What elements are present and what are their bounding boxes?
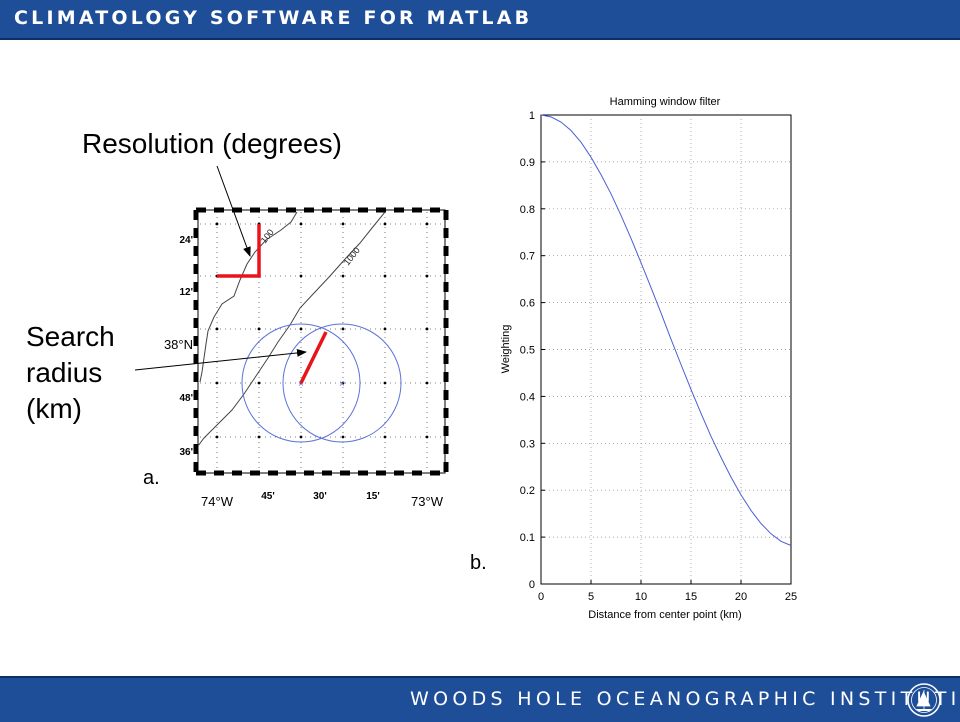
search-radius-line	[299, 331, 328, 384]
lon-label: 74°W	[201, 494, 234, 509]
grid-point	[341, 222, 345, 226]
search-radius-line1: Search	[26, 321, 115, 352]
x-tick-label: 25	[785, 591, 797, 603]
y-tick-label: 0.3	[520, 438, 535, 450]
grid-point	[257, 327, 261, 331]
grid-point	[383, 274, 387, 278]
grid-point	[341, 274, 345, 278]
y-tick-label: 0.6	[520, 298, 535, 310]
y-tick-label: 0.7	[520, 251, 535, 263]
grid-point	[257, 381, 261, 385]
footer-bar: WOODS HOLE OCEANOGRAPHIC INSTITUTION	[0, 676, 960, 722]
y-tick-label: 0	[529, 579, 535, 591]
lon-label: 15'	[366, 491, 380, 502]
resolution-annotation: Resolution (degrees)	[82, 128, 342, 159]
header-bar: CLIMATOLOGY SOFTWARE FOR MATLAB	[0, 0, 960, 40]
chart-xlabel: Distance from center point (km)	[588, 609, 741, 621]
grid-point	[425, 327, 429, 331]
grid-point	[383, 222, 387, 226]
y-tick-label: 0.5	[520, 345, 535, 357]
map-graticule	[200, 212, 444, 471]
grid-point	[425, 222, 429, 226]
lat-label: 36'	[179, 447, 193, 458]
resolution-bracket	[217, 224, 261, 278]
center-marker-right: ×	[339, 379, 345, 390]
grid-point	[341, 435, 345, 439]
grid-point	[425, 435, 429, 439]
whoi-sailboat-logo-icon	[907, 683, 941, 717]
footer-title: WOODS HOLE OCEANOGRAPHIC INSTITUTION	[410, 688, 960, 710]
resolution-arrow	[216, 165, 251, 257]
hamming-chart: Hamming window filter 0 5 10 15 20 2500.10.20…	[500, 96, 797, 621]
grid-point	[215, 381, 219, 385]
x-tick-label: 0	[538, 591, 544, 603]
search-radius-arrow	[134, 348, 307, 371]
lon-label: 45'	[261, 491, 275, 502]
grid-point	[215, 327, 219, 331]
chart-grid	[541, 115, 791, 584]
center-marker-left: ×	[298, 379, 304, 390]
grid-point	[299, 435, 303, 439]
y-tick-label: 0.8	[520, 204, 535, 216]
grid-point	[425, 381, 429, 385]
chart-title: Hamming window filter	[610, 96, 721, 108]
grid-point	[425, 274, 429, 278]
header-title: CLIMATOLOGY SOFTWARE FOR MATLAB	[14, 7, 533, 29]
lat-label: 48'	[179, 393, 193, 404]
grid-point	[383, 381, 387, 385]
map-panel: 100 1000 × × 24' 12' 38°N 48' 36' 74°W 4…	[164, 207, 449, 509]
search-radius-line3: (km)	[26, 393, 82, 424]
lon-labels: 74°W 45' 30' 15' 73°W	[201, 491, 444, 509]
contour-line-100	[199, 211, 298, 383]
search-radius-line2: radius	[26, 357, 103, 388]
panel-label-b: b.	[470, 552, 487, 574]
x-tick-label: 15	[685, 591, 697, 603]
grid-point	[215, 222, 219, 226]
grid-point	[257, 435, 261, 439]
grid-point	[299, 327, 303, 331]
contour-line-1000	[197, 211, 386, 447]
panel-label-a: a.	[143, 467, 160, 489]
grid-point-markers	[215, 222, 429, 439]
search-radius-annotation: Search radius (km)	[26, 319, 115, 427]
lat-label: 38°N	[164, 337, 193, 352]
grid-point	[341, 381, 345, 385]
grid-point	[215, 435, 219, 439]
grid-point	[299, 274, 303, 278]
grid-point	[299, 222, 303, 226]
x-tick-label: 20	[735, 591, 747, 603]
lat-label: 24'	[179, 235, 193, 246]
chart-ylabel: Weighting	[500, 325, 512, 374]
grid-point	[383, 327, 387, 331]
chart-ticks: 0 5 10 15 20 25 0 0.1 0.2 0.3 0.4 0.5 0.6 0.7 0.8 0.9 1	[520, 110, 797, 603]
y-tick-label: 0.2	[520, 485, 535, 497]
grid-point	[383, 435, 387, 439]
lon-label: 30'	[313, 491, 327, 502]
series-line-hamming	[540, 114, 792, 546]
x-tick-label: 5	[588, 591, 594, 603]
search-circle-right	[282, 323, 402, 443]
search-circle-left	[241, 323, 361, 443]
y-tick-label: 0.1	[520, 532, 535, 544]
y-tick-label: 0.9	[520, 157, 535, 169]
y-tick-label: 0.4	[520, 391, 535, 403]
grid-point	[341, 327, 345, 331]
lon-label: 73°W	[411, 494, 444, 509]
lat-labels: 24' 12' 38°N 48' 36'	[164, 235, 193, 458]
y-tick-label: 1	[529, 110, 535, 122]
lat-label: 12'	[179, 287, 193, 298]
x-tick-label: 10	[635, 591, 647, 603]
